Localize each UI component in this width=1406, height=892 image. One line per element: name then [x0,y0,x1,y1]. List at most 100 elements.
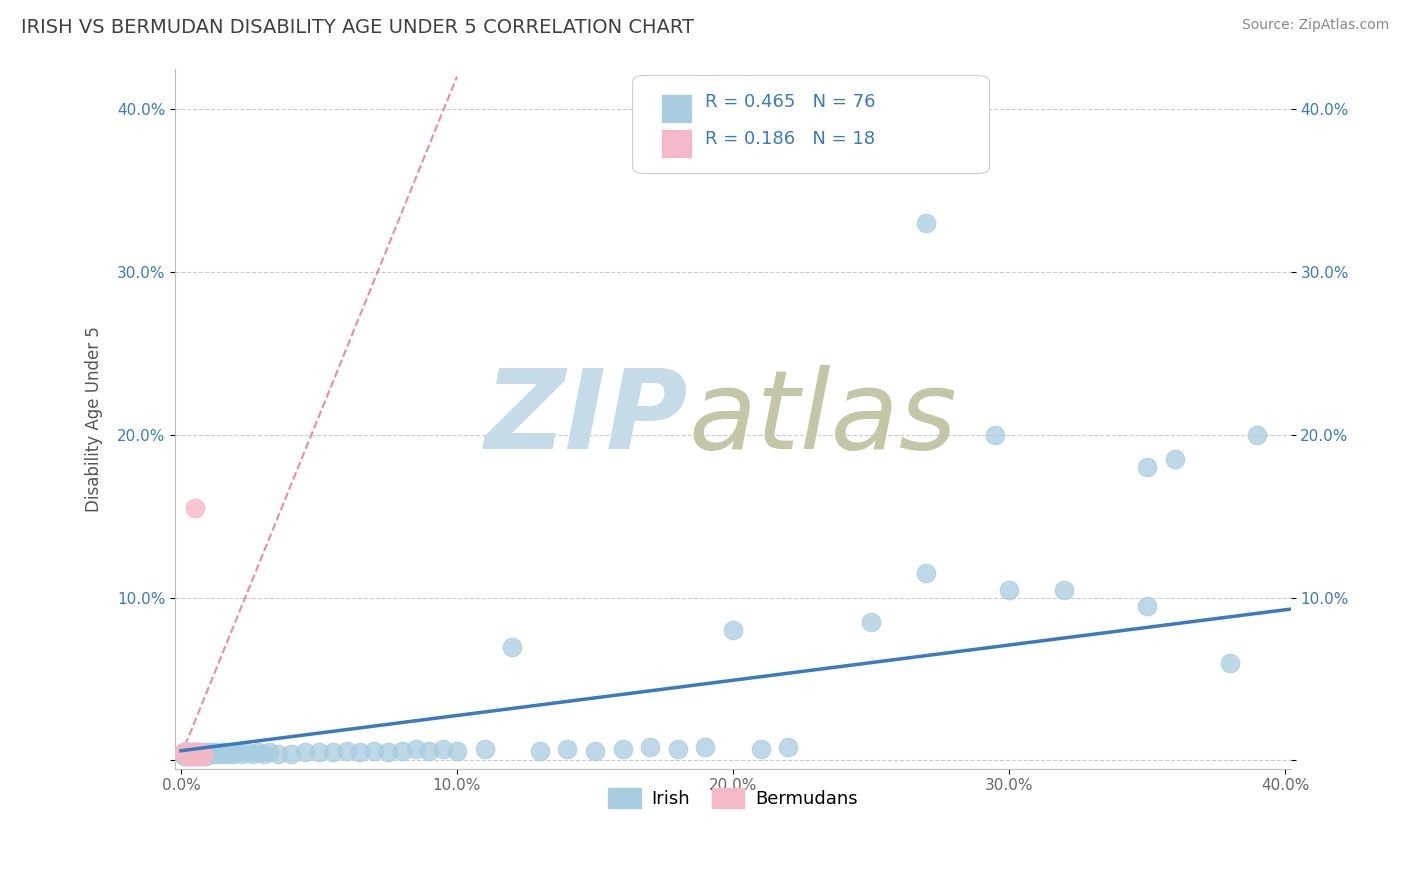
Bermudans [186,748,208,763]
Irish [915,566,938,581]
Irish [197,747,219,761]
Irish [778,740,800,755]
Irish [860,615,883,629]
Irish [1163,452,1185,467]
Irish [231,747,253,761]
Irish [1136,599,1159,613]
Irish [335,744,357,758]
Irish [446,744,468,758]
Irish [205,747,228,761]
Irish [186,745,208,759]
Irish [1219,656,1241,670]
Irish [188,747,211,761]
Irish [184,748,207,763]
Irish [184,745,207,759]
Irish [432,742,454,756]
Irish [583,744,606,758]
Irish [721,624,744,638]
Irish [179,747,201,761]
Irish [308,745,330,759]
Irish [501,640,523,654]
Irish [173,748,195,763]
Irish [225,745,247,759]
Irish [638,740,661,755]
Irish [242,747,264,761]
Irish [191,745,214,759]
Irish [188,748,211,763]
Bermudans [176,747,198,761]
Irish [529,744,551,758]
Irish [1136,460,1159,475]
Bermudans [176,745,198,759]
Bermudans [186,747,208,761]
Irish [322,745,344,759]
Irish [200,747,222,761]
Bermudans [188,747,211,761]
Irish [418,744,440,758]
Bar [661,94,692,123]
Bermudans [184,501,207,516]
Irish [194,748,217,763]
Irish [915,216,938,230]
Irish [391,744,413,758]
Irish [363,744,385,758]
Bermudans [179,745,201,759]
Bermudans [191,748,214,763]
Irish [294,745,316,759]
Irish [666,742,689,756]
Text: ZIP: ZIP [485,365,689,472]
Irish [184,747,207,761]
Irish [186,747,208,761]
Bermudans [188,745,211,759]
Legend: Irish, Bermudans: Irish, Bermudans [600,780,865,815]
Irish [557,742,579,756]
Bermudans [176,748,198,763]
Irish [214,745,236,759]
Irish [236,745,259,759]
Irish [349,745,371,759]
Irish [984,428,1007,442]
Irish [259,745,281,759]
Irish [211,747,233,761]
Irish [179,748,201,763]
Text: Source: ZipAtlas.com: Source: ZipAtlas.com [1241,18,1389,32]
Irish [219,745,242,759]
Irish [181,745,204,759]
Irish [181,747,204,761]
Irish [998,582,1021,597]
Irish [197,745,219,759]
Irish [208,745,231,759]
Irish [695,740,717,755]
Y-axis label: Disability Age Under 5: Disability Age Under 5 [86,326,103,511]
Text: R = 0.186   N = 18: R = 0.186 N = 18 [706,129,876,147]
Text: atlas: atlas [689,365,957,472]
Bermudans [181,747,204,761]
Irish [217,747,239,761]
Bermudans [179,748,201,763]
Irish [1246,428,1268,442]
Irish [749,742,772,756]
Irish [612,742,634,756]
Irish [266,747,288,761]
Text: R = 0.465   N = 76: R = 0.465 N = 76 [706,93,876,112]
Irish [222,747,245,761]
Text: IRISH VS BERMUDAN DISABILITY AGE UNDER 5 CORRELATION CHART: IRISH VS BERMUDAN DISABILITY AGE UNDER 5… [21,18,695,37]
Irish [181,748,204,763]
Bermudans [184,745,207,759]
Irish [280,747,302,761]
Bermudans [181,748,204,763]
Irish [247,745,270,759]
Irish [191,747,214,761]
Bermudans [173,745,195,759]
Irish [253,747,276,761]
Bermudans [173,747,195,761]
Bermudans [191,747,214,761]
Irish [176,748,198,763]
Irish [405,742,427,756]
Irish [202,745,225,759]
Irish [377,745,399,759]
FancyBboxPatch shape [633,76,990,174]
Irish [179,745,201,759]
Irish [173,745,195,759]
Irish [1053,582,1076,597]
